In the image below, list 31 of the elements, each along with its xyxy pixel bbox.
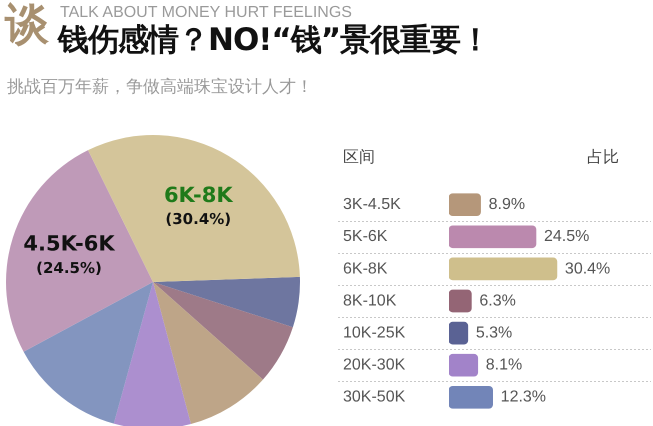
y-axis-title: 区间 — [343, 147, 375, 168]
data-label: 12.3% — [500, 388, 546, 406]
slice-label: 4.5K-6K — [23, 232, 116, 256]
bar — [449, 193, 481, 216]
slice-label: 6K-8K — [164, 182, 234, 207]
bar — [449, 258, 558, 280]
y-tick-label: 6K-8K — [343, 260, 388, 278]
text: TALK ABOUT MONEY HURT FEELINGS — [60, 4, 352, 22]
y-tick-label: 20K-30K — [343, 356, 406, 374]
bar — [449, 290, 472, 312]
data-label: 8.1% — [486, 356, 522, 374]
x-axis-title: 占比 — [587, 147, 619, 168]
data-label: 30.4% — [564, 260, 610, 278]
y-tick-label: 8K-10K — [343, 292, 397, 310]
data-label: (30.4%) — [165, 210, 232, 228]
bar — [449, 386, 493, 409]
y-tick-label: 10K-25K — [343, 324, 406, 342]
bar — [449, 225, 536, 248]
bar — [449, 322, 468, 344]
text: 谈 — [5, 0, 49, 50]
data-label: (24.5%) — [36, 259, 102, 278]
data-label: 24.5% — [544, 228, 590, 246]
data-label: 6.3% — [479, 292, 516, 310]
data-label: 5.3% — [476, 324, 512, 342]
y-tick-label: 3K-4.5K — [343, 196, 402, 214]
y-tick-label: 5K-6K — [343, 228, 388, 246]
chart-title: 钱伤感情？NO!“钱”景很重要！ — [58, 21, 490, 60]
chart-subtitle: 挑战百万年薪，争做高端珠宝设计人才！ — [7, 76, 313, 98]
y-tick-label: 30K-50K — [343, 388, 406, 406]
data-label: 8.9% — [488, 196, 526, 214]
bar — [449, 354, 478, 377]
